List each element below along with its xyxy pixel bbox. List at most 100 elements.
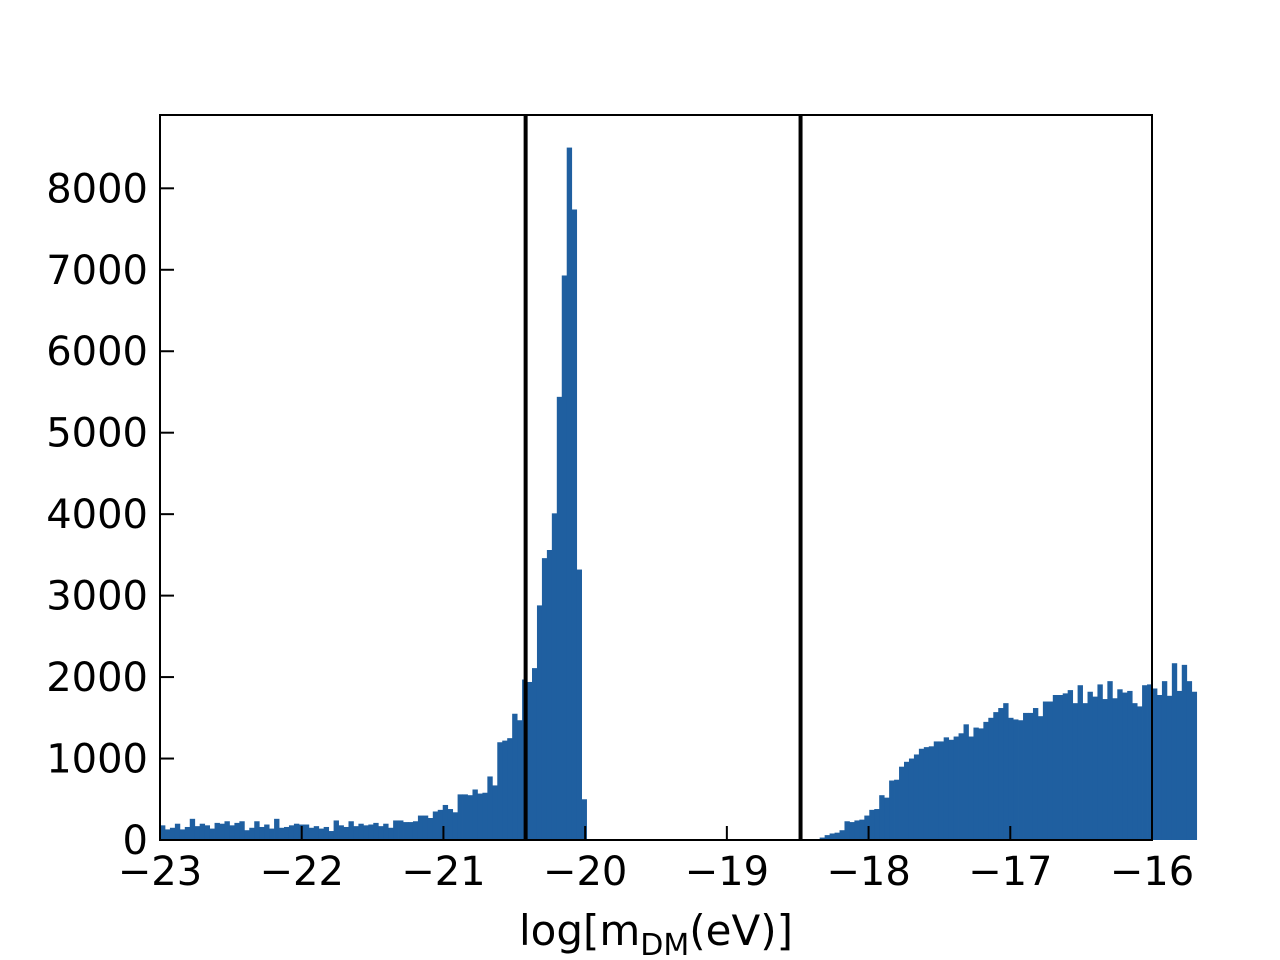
x-tick-label: −17 — [968, 849, 1052, 895]
histogram-bar — [204, 825, 210, 840]
y-tick-label: 3000 — [46, 574, 148, 620]
histogram-bar — [1097, 684, 1103, 840]
y-tick-label: 7000 — [46, 248, 148, 294]
histogram-bar — [918, 748, 925, 840]
x-axis-ticks: −23 −22 −21 −20 −19 −18 −17 −16 — [118, 826, 1194, 895]
histogram-bar — [328, 831, 334, 840]
histogram-bar — [160, 825, 166, 840]
histogram-bar — [1142, 685, 1148, 840]
histogram-bar — [284, 826, 290, 840]
y-tick-label: 2000 — [46, 655, 148, 701]
x-tick-label: −22 — [260, 849, 344, 895]
histogram-bar — [358, 823, 364, 840]
histogram-bar — [581, 799, 587, 840]
histogram-bar — [1018, 720, 1024, 840]
histogram-bar — [1087, 691, 1093, 840]
histogram-bar — [1156, 695, 1163, 840]
x-tick-label: −20 — [543, 849, 627, 895]
histogram-bar — [363, 825, 369, 840]
histogram-bar — [546, 550, 553, 840]
histogram-bar — [983, 721, 989, 840]
histogram-bar — [393, 820, 399, 840]
plot-frame — [159, 114, 1153, 841]
histogram-bar — [477, 793, 483, 840]
histogram-bar — [1037, 716, 1044, 840]
histogram-bar — [1032, 708, 1039, 840]
histogram-bar — [854, 820, 860, 840]
histogram-bar — [1112, 698, 1118, 840]
histogram-bar — [571, 209, 578, 841]
histogram-bar — [338, 825, 344, 840]
histogram-bar — [497, 742, 503, 840]
histogram-bar — [333, 820, 339, 840]
histogram-bar — [269, 828, 275, 840]
histogram-bar — [819, 837, 826, 840]
histogram-bar — [224, 821, 230, 840]
histogram-bar — [849, 822, 855, 840]
histogram-bar — [437, 809, 444, 840]
histogram-bar — [913, 754, 920, 840]
histogram-bar — [1013, 719, 1019, 840]
histogram-bar — [472, 789, 478, 840]
histogram-bar — [1176, 690, 1183, 840]
histogram-bar — [532, 668, 538, 840]
histogram-bar — [1062, 693, 1069, 840]
histogram-bar — [536, 605, 543, 840]
y-axis-ticks: 0 1000 2000 3000 4000 5000 6000 7000 8000 — [46, 166, 174, 864]
histogram-bar — [541, 558, 548, 840]
histogram-bar — [279, 827, 285, 840]
histogram-bar — [442, 804, 449, 840]
x-axis-label: log[mDM(eV)] — [519, 906, 793, 960]
histogram-bar — [244, 830, 250, 840]
histogram-bar — [1191, 691, 1198, 840]
histogram-bar — [318, 828, 325, 840]
histogram-bar — [1023, 712, 1029, 840]
histogram-bar — [417, 815, 424, 840]
histogram-bar — [1147, 684, 1153, 840]
histogram-bar — [1152, 688, 1158, 840]
histogram-bar — [179, 829, 186, 840]
histogram-bar — [943, 737, 950, 840]
y-tick-label: 8000 — [46, 166, 148, 212]
histogram-bar — [219, 823, 225, 840]
histogram-bar — [1067, 690, 1074, 840]
histogram-bar — [487, 776, 493, 840]
histogram-bar — [1052, 695, 1059, 840]
threshold-lines — [523, 115, 803, 840]
histogram-bar — [933, 741, 940, 840]
histogram-bar — [859, 819, 865, 840]
histogram-bar — [1132, 703, 1138, 840]
histogram-bar — [973, 727, 979, 840]
histogram-bar — [1107, 681, 1113, 840]
histogram-bar — [993, 712, 999, 840]
histogram-bar — [169, 827, 176, 840]
histogram-bar — [209, 828, 215, 840]
histogram-bar — [1127, 690, 1133, 840]
histogram-bar — [894, 779, 900, 840]
histogram-bar — [889, 780, 895, 840]
histogram-bar — [1102, 699, 1108, 840]
histogram-bar — [467, 795, 473, 840]
histogram-bar — [1057, 695, 1064, 840]
histogram-bar — [566, 147, 573, 840]
histogram-bar — [462, 794, 468, 840]
histogram-bar — [963, 724, 969, 840]
histogram-bar — [323, 826, 330, 840]
y-tick-label: 6000 — [46, 329, 148, 375]
histogram-bar — [844, 821, 850, 840]
histogram-bar — [908, 758, 915, 840]
histogram-bar — [249, 827, 255, 840]
histogram-bar — [422, 815, 429, 840]
histogram-bar — [1117, 689, 1123, 840]
histogram-bars — [160, 147, 1198, 841]
histogram-bar — [239, 821, 245, 840]
histogram-bar — [452, 812, 458, 840]
y-tick-label: 1000 — [46, 737, 148, 783]
histogram-bar — [427, 818, 434, 840]
histogram-bar — [194, 826, 201, 840]
histogram-bar — [313, 826, 320, 840]
histogram-bar — [1171, 663, 1178, 840]
histogram-bar — [457, 794, 463, 840]
histogram-bar — [234, 822, 240, 840]
